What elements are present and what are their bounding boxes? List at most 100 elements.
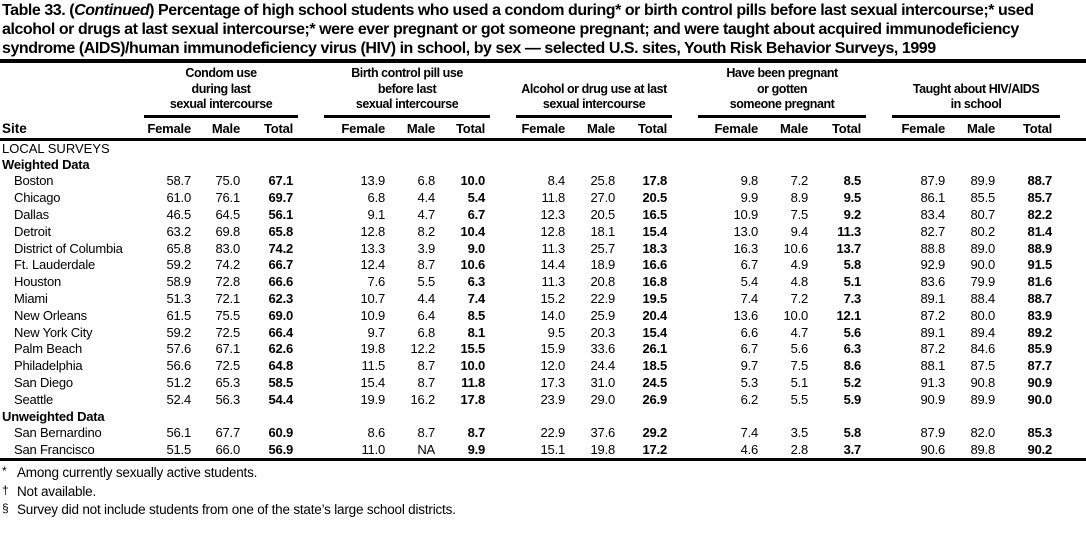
- table-row: Houston 58.9 72.8 66.6 7.6 5.5 6.3 11.3 20.8 16.8…: [0, 273, 1086, 290]
- value-cell: 19.8: [590, 442, 616, 458]
- table-row: New York City 59.2 72.5 66.4 9.7 6.8 8.1 9.5 20.…: [0, 324, 1086, 341]
- value-cell: 4.9: [790, 257, 809, 273]
- value-cell: 72.5: [215, 358, 240, 374]
- table-row: New Orleans 61.5 75.5 69.0 10.9 6.4 8.5 14.0 25.…: [0, 307, 1086, 324]
- sub-column-header: Female: [866, 117, 951, 141]
- value-cell: 8.5: [467, 307, 486, 323]
- value-cell: 15.4: [360, 375, 386, 391]
- value-cell: 6.8: [367, 190, 386, 206]
- value-cell: 7.5: [790, 207, 809, 223]
- value-cell: 65.8: [166, 240, 191, 256]
- value-cell: 8.7: [417, 425, 436, 441]
- sub-column-header: Male: [196, 117, 245, 141]
- table-row: Seattle 52.4 56.3 54.4 19.9 16.2 17.8 23.9 29.0 2…: [0, 391, 1086, 408]
- value-cell: 12.1: [836, 307, 862, 323]
- value-cell: 4.4: [417, 190, 436, 206]
- section-row-label: LOCAL SURVEYS: [2, 140, 110, 156]
- value-cell: 90.9: [1027, 375, 1053, 391]
- value-cell: 51.2: [166, 375, 191, 391]
- value-cell: 6.6: [740, 324, 759, 340]
- section-row: LOCAL SURVEYS: [0, 139, 1086, 156]
- value-cell: 58.5: [268, 375, 294, 391]
- value-cell: 10.0: [460, 358, 486, 374]
- value-cell: 82.2: [1027, 207, 1053, 223]
- site-cell: Miami: [14, 291, 48, 307]
- value-cell: 18.3: [642, 240, 668, 256]
- value-cell: 9.2: [843, 207, 862, 223]
- value-cell: 25.7: [590, 240, 616, 256]
- value-cell: 51.5: [166, 442, 191, 458]
- column-group-header: Condom use during last sexual intercourse: [142, 63, 299, 118]
- value-cell: 20.8: [590, 274, 616, 290]
- footnote-text: Among currently sexually active students…: [17, 465, 258, 481]
- value-cell: 6.2: [740, 391, 759, 407]
- value-cell: 13.3: [360, 240, 386, 256]
- site-cell: San Francisco: [14, 442, 95, 458]
- value-cell: 8.6: [367, 425, 386, 441]
- value-cell: 10.9: [733, 207, 759, 223]
- value-cell: 87.2: [920, 341, 946, 357]
- value-cell: 37.6: [590, 425, 616, 441]
- value-cell: 15.1: [540, 442, 566, 458]
- site-column-header: Site: [0, 63, 142, 141]
- value-cell: 89.0: [970, 240, 996, 256]
- sub-column-header: Female: [298, 117, 391, 141]
- value-cell: 91.5: [1027, 257, 1053, 273]
- value-cell: 6.3: [843, 341, 862, 357]
- sub-column-header: Male: [950, 117, 1001, 141]
- value-cell: 87.7: [1027, 358, 1053, 374]
- value-cell: 51.3: [166, 291, 191, 307]
- table-row: San Diego 51.2 65.3 58.5 15.4 8.7 11.8 17.3 31.0…: [0, 374, 1086, 391]
- sub-column-header: Total: [813, 117, 867, 141]
- value-cell: 84.6: [970, 341, 996, 357]
- value-cell: 65.8: [268, 223, 294, 239]
- value-cell: 13.0: [733, 223, 759, 239]
- value-cell: 5.8: [843, 425, 862, 441]
- value-cell: 92.9: [920, 257, 946, 273]
- value-cell: 5.8: [843, 257, 862, 273]
- value-cell: 11.3: [837, 223, 862, 239]
- value-cell: 31.0: [590, 375, 616, 391]
- site-cell: District of Columbia: [14, 240, 123, 256]
- sub-column-header: Female: [490, 117, 571, 141]
- value-cell: 81.4: [1027, 223, 1053, 239]
- site-cell: Houston: [14, 274, 62, 290]
- site-cell: San Diego: [14, 375, 73, 391]
- site-cell: Philadelphia: [14, 358, 83, 374]
- value-cell: 20.5: [642, 190, 668, 206]
- value-cell: 12.2: [410, 341, 436, 357]
- table-row: Dallas 46.5 64.5 56.1 9.1 4.7 6.7 12.3 20.5 16.5 1…: [0, 206, 1086, 223]
- site-cell: San Bernardino: [14, 425, 102, 441]
- table-row: San Bernardino 56.1 67.7 60.9 8.6 8.7 8.7 22.9 3…: [0, 425, 1086, 442]
- footnote-line: § Survey did not include students from on…: [2, 500, 1086, 519]
- value-cell: 82.7: [920, 223, 946, 239]
- value-cell: 88.1: [920, 358, 946, 374]
- value-cell: 7.6: [367, 274, 386, 290]
- value-cell: 80.2: [970, 223, 996, 239]
- value-cell: 66.4: [268, 324, 294, 340]
- value-cell: 90.2: [1027, 442, 1053, 458]
- value-cell: 75.5: [215, 307, 240, 323]
- value-cell: 87.5: [970, 358, 996, 374]
- value-cell: 22.9: [540, 425, 566, 441]
- value-cell: 88.9: [1027, 240, 1053, 256]
- value-cell: 12.8: [540, 223, 566, 239]
- value-cell: 15.4: [642, 324, 668, 340]
- value-cell: 59.2: [166, 324, 191, 340]
- value-cell: 9.7: [740, 358, 759, 374]
- value-cell: 5.5: [417, 274, 436, 290]
- value-cell: 86.1: [920, 190, 946, 206]
- value-cell: 56.1: [166, 425, 191, 441]
- value-cell: 88.8: [920, 240, 946, 256]
- title-continued: Continued: [74, 2, 150, 19]
- value-cell: 52.4: [166, 391, 191, 407]
- table-row: Philadelphia 56.6 72.5 64.8 11.5 8.7 10.0 12.0 2…: [0, 357, 1086, 374]
- value-cell: 22.9: [590, 291, 616, 307]
- sub-column-header: Total: [1000, 117, 1086, 141]
- footnotes: * Among currently sexually active student…: [0, 461, 1086, 519]
- value-cell: 19.5: [642, 291, 668, 307]
- value-cell: 6.4: [417, 307, 436, 323]
- value-cell: 8.4: [547, 173, 566, 189]
- value-cell: 72.8: [215, 274, 240, 290]
- value-cell: 8.5: [843, 173, 862, 189]
